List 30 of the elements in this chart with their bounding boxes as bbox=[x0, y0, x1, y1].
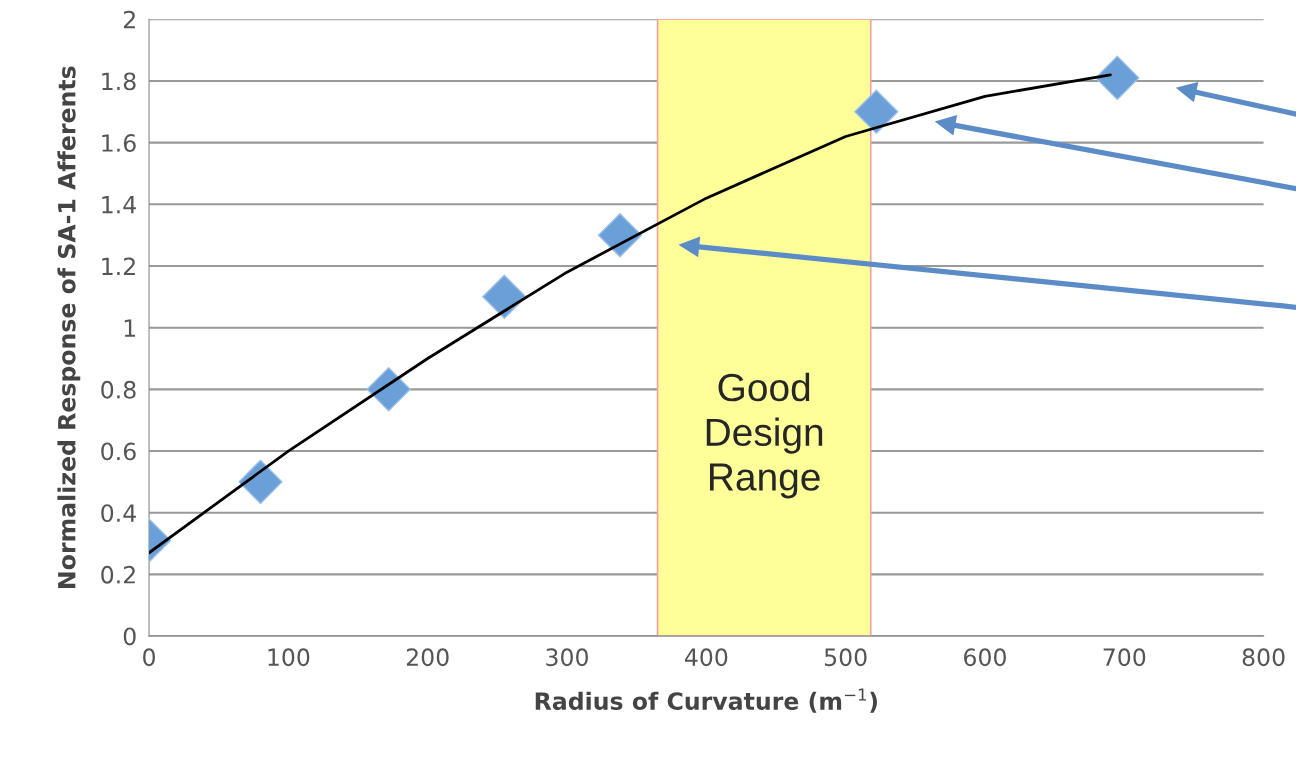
y-tick-label: 1.2 bbox=[102, 257, 135, 275]
x-tick-label: 600 bbox=[964, 648, 1006, 667]
y-tick-label: 0.2 bbox=[101, 565, 135, 584]
x-tick-label: 300 bbox=[546, 648, 588, 667]
y-tick-label: 0.6 bbox=[101, 442, 136, 461]
point bbox=[238, 459, 283, 505]
y-tick-label: 1.4 bbox=[102, 196, 136, 214]
x-tick-label: 100 bbox=[268, 648, 310, 667]
line-series bbox=[149, 73, 1112, 555]
y-tick-label: 1.8 bbox=[102, 72, 136, 91]
y-tick-label: 1 bbox=[124, 319, 136, 337]
band-label: Good Design Range bbox=[706, 372, 823, 499]
x-tick-label: 400 bbox=[684, 648, 728, 667]
y-tick-label: 0.8 bbox=[101, 380, 136, 399]
point bbox=[482, 274, 527, 320]
x-tick-label: 500 bbox=[824, 648, 867, 667]
y-tick-label: 0.4 bbox=[101, 504, 136, 523]
point bbox=[366, 367, 411, 412]
x-tick-label: 0 bbox=[143, 648, 155, 667]
x-axis-title: Radius of Curvature (m$^{−1}$) bbox=[535, 688, 877, 713]
x-tick-label: 800 bbox=[1242, 648, 1285, 667]
y-tick-label: 2 bbox=[123, 10, 135, 29]
y-axis-title: Normalized Response of SA-1 Afferents bbox=[57, 66, 81, 588]
x-tick-label: 200 bbox=[406, 648, 449, 667]
point bbox=[1095, 55, 1140, 101]
y-tick-label: 1.6 bbox=[102, 134, 136, 152]
point bbox=[854, 89, 899, 135]
point bbox=[597, 212, 643, 258]
y-tick-label: 0 bbox=[123, 627, 136, 646]
x-tick-label: 700 bbox=[1103, 648, 1146, 667]
